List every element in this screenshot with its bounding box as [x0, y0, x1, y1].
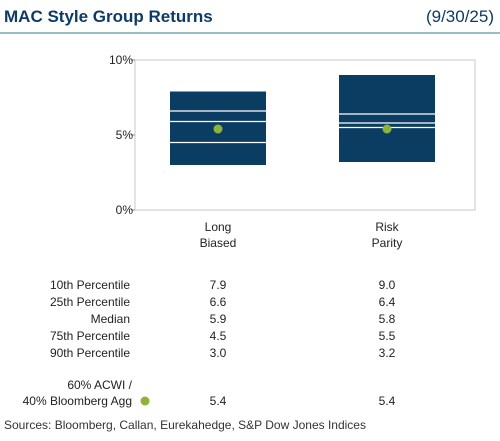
row-label: 25th Percentile: [49, 295, 130, 309]
table-value: 4.5: [209, 329, 227, 343]
row-label: Median: [90, 312, 130, 326]
table-value: 5.4: [378, 394, 396, 408]
table-value: 6.4: [378, 295, 396, 309]
y-tick-label: 5%: [115, 128, 133, 142]
table-value: 3.2: [378, 346, 396, 360]
benchmark-dot: [382, 124, 392, 134]
table-value: 5.9: [209, 312, 227, 326]
y-tick-label: 0%: [115, 203, 133, 217]
row-label: 75th Percentile: [49, 329, 130, 343]
row-label: 60% ACWI / 40% Bloomberg Agg: [22, 378, 132, 408]
table-value: 5.4: [209, 394, 227, 408]
box: [339, 75, 435, 162]
table-value: 3.0: [209, 346, 227, 360]
benchmark-dot: [213, 124, 223, 134]
table-value: 6.6: [209, 295, 227, 309]
row-label: 90th Percentile: [49, 346, 130, 360]
table-value: 9.0: [378, 278, 396, 292]
x-tick-label: Long Biased: [199, 220, 237, 250]
row-label: 10th Percentile: [49, 278, 130, 292]
table-value: 5.5: [378, 329, 396, 343]
source: Sources: Bloomberg, Callan, Eurekahedge,…: [4, 418, 366, 432]
table-value: 7.9: [209, 278, 227, 292]
table-value: 5.8: [378, 312, 396, 326]
legend-dot: [140, 396, 150, 406]
y-tick-label: 10%: [108, 53, 133, 67]
x-tick-label: Risk Parity: [371, 220, 403, 250]
chart-title: MAC Style Group Returns: [4, 7, 213, 26]
date: (9/30/25): [425, 7, 494, 26]
